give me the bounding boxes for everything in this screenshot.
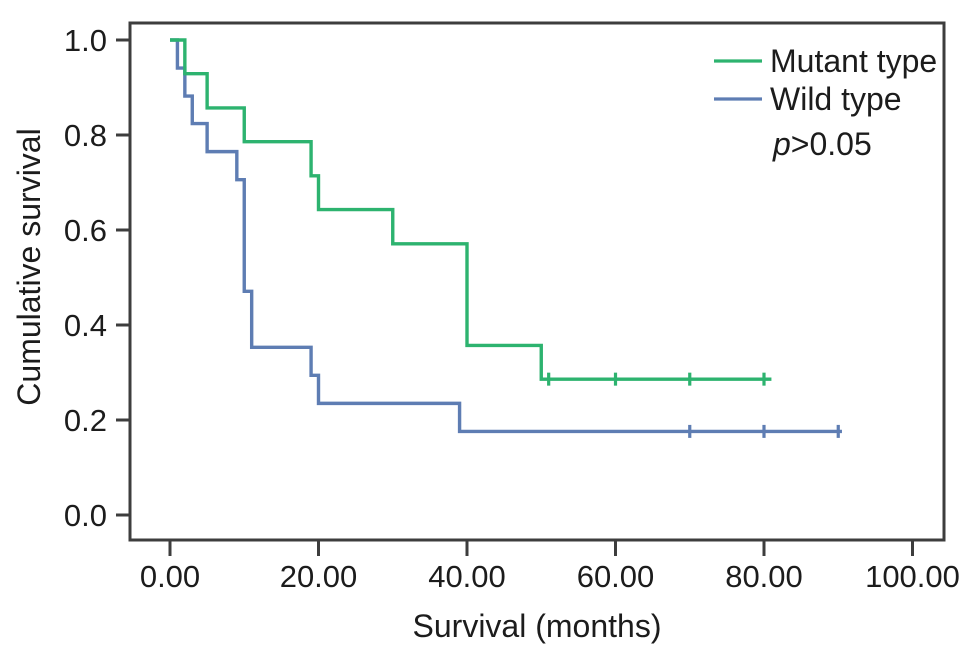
legend-label-wild: Wild type: [770, 81, 902, 117]
y-axis-ticks: 0.0 0.2 0.4 0.6 0.8 1.0: [64, 23, 129, 533]
x-axis-ticks: 0.00 20.00 40.00 60.00 80.00 100.00: [140, 541, 960, 594]
x-axis-title: Survival (months): [413, 608, 662, 644]
x-tick-label: 40.00: [428, 559, 506, 594]
y-tick-label: 0.4: [64, 308, 107, 343]
survival-curves: [170, 38, 842, 438]
legend-label-mutant: Mutant type: [770, 43, 937, 79]
x-tick-label: 60.00: [577, 559, 655, 594]
y-tick-label: 1.0: [64, 23, 107, 58]
survival-curve-wild-type: [170, 38, 842, 434]
survival-curve-mutant-type: [170, 38, 772, 381]
y-tick-label: 0.0: [64, 498, 107, 533]
x-tick-label: 80.00: [725, 559, 803, 594]
p-value-threshold: >0.05: [791, 126, 872, 162]
p-value-text: p>0.05: [772, 126, 872, 162]
y-axis-title: Cumulative survival: [11, 128, 47, 405]
y-tick-label: 0.2: [64, 403, 107, 438]
x-tick-label: 0.00: [140, 559, 200, 594]
plot-frame: [128, 21, 946, 542]
p-value-symbol: p: [772, 126, 791, 162]
x-tick-label: 100.00: [865, 559, 960, 594]
y-tick-label: 0.8: [64, 118, 107, 153]
x-tick-label: 20.00: [280, 559, 358, 594]
legend: Mutant type Wild type p>0.05: [714, 43, 937, 162]
y-tick-label: 0.6: [64, 213, 107, 248]
